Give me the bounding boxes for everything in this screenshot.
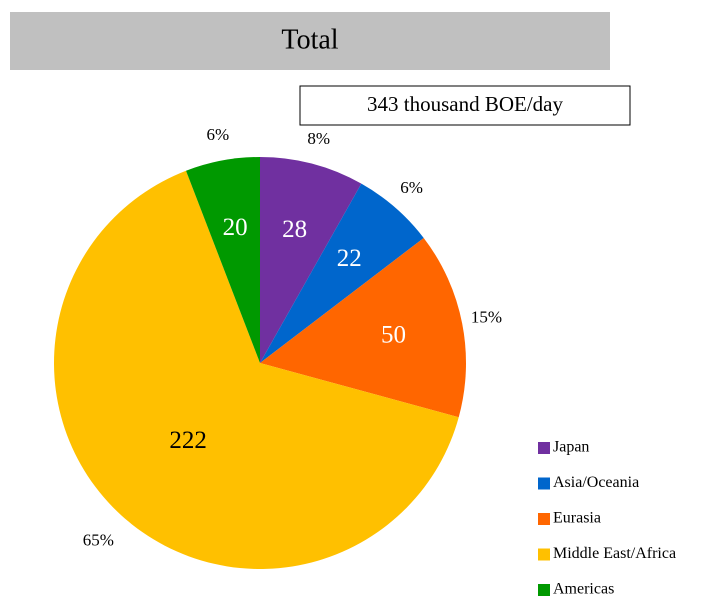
chart-title: Total: [281, 24, 338, 55]
pie-slice: [260, 237, 467, 418]
slice-value-label: 28: [282, 216, 307, 243]
legend-swatch: [538, 584, 550, 596]
slice-value-label: 50: [381, 322, 406, 349]
slice-value-label: 20: [223, 214, 248, 241]
percent-label: 15%: [471, 308, 502, 327]
percent-label: 6%: [400, 178, 423, 197]
legend-label: Middle East/Africa: [553, 545, 676, 562]
pie-slice: [260, 157, 362, 363]
pie-slice: [54, 170, 459, 569]
title-band: [10, 12, 610, 70]
legend-label: Americas: [553, 581, 614, 598]
chart-subtitle: 343 thousand BOE/day: [367, 92, 563, 116]
legend-label: Eurasia: [553, 510, 601, 527]
percent-label: 65%: [83, 531, 114, 550]
percent-label: 8%: [307, 129, 330, 148]
legend-label: Asia/Oceania: [553, 474, 639, 491]
percent-label: 6%: [207, 125, 230, 144]
legend-swatch: [538, 513, 550, 525]
legend-swatch: [538, 548, 550, 561]
slice-value-label: 22: [337, 245, 362, 272]
legend-swatch: [538, 477, 550, 490]
pie-slice: [260, 183, 424, 363]
total-box: [299, 85, 631, 126]
slice-value-label: 222: [169, 427, 207, 454]
legend-swatch: [538, 442, 550, 454]
pie-slice: [185, 157, 260, 363]
legend-label: Japan: [553, 439, 589, 456]
